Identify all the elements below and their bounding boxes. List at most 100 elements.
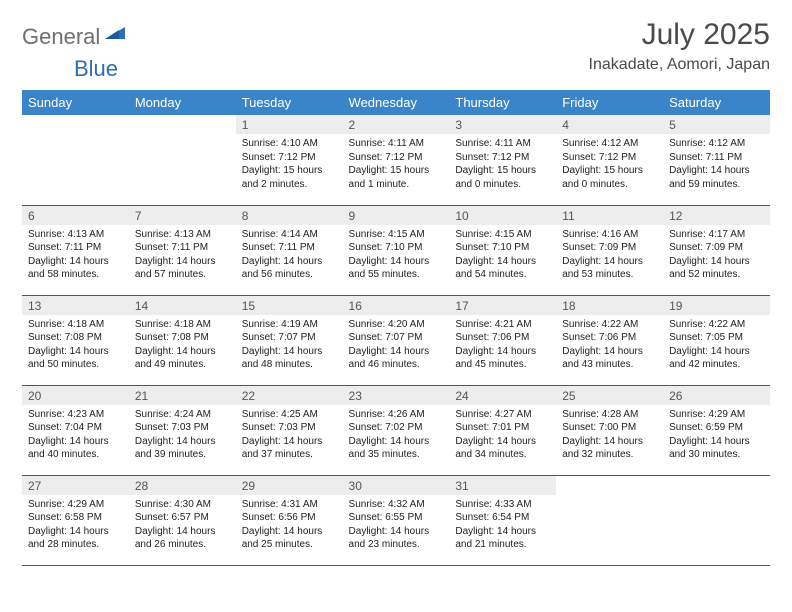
sunset-text: Sunset: 7:10 PM [349,241,444,255]
daylight-text: Daylight: 14 hours [242,255,337,269]
calendar-day-cell: 29Sunrise: 4:31 AMSunset: 6:56 PMDayligh… [236,475,343,565]
daylight-text: Daylight: 14 hours [562,345,657,359]
daylight-text: and 26 minutes. [135,538,230,552]
day-number: 6 [22,206,129,225]
calendar-day-cell: 2 Sunrise: 4:11 AMSunset: 7:12 PMDaylight… [343,115,450,205]
day-number: 8 [236,206,343,225]
sunset-text: Sunset: 7:02 PM [349,421,444,435]
daylight-text: and 54 minutes. [455,268,550,282]
sunset-text: Sunset: 7:08 PM [28,331,123,345]
day-number: 28 [129,476,236,495]
daylight-text: Daylight: 14 hours [562,255,657,269]
calendar-day-cell: 11Sunrise: 4:16 AMSunset: 7:09 PMDayligh… [556,205,663,295]
daylight-text: Daylight: 14 hours [135,525,230,539]
day-details: Sunrise: 4:27 AMSunset: 7:01 PMDaylight:… [449,405,556,466]
calendar-week-row: 20Sunrise: 4:23 AMSunset: 7:04 PMDayligh… [22,385,770,475]
sunrise-text: Sunrise: 4:29 AM [28,498,123,512]
calendar-day-cell: 31Sunrise: 4:33 AMSunset: 6:54 PMDayligh… [449,475,556,565]
daylight-text: and 21 minutes. [455,538,550,552]
daylight-text: and 35 minutes. [349,448,444,462]
calendar-day-cell: 9Sunrise: 4:15 AMSunset: 7:10 PMDaylight… [343,205,450,295]
daylight-text: and 46 minutes. [349,358,444,372]
day-details: Sunrise: 4:16 AMSunset: 7:09 PMDaylight:… [556,225,663,286]
calendar-empty-cell [663,475,770,565]
sunset-text: Sunset: 7:11 PM [135,241,230,255]
day-number: 3 [449,115,556,134]
daylight-text: and 1 minute. [349,178,444,192]
day-details: Sunrise: 4:18 AMSunset: 7:08 PMDaylight:… [22,315,129,376]
sunset-text: Sunset: 7:10 PM [455,241,550,255]
weekday-header-row: Sunday Monday Tuesday Wednesday Thursday… [22,90,770,115]
sunset-text: Sunset: 7:03 PM [242,421,337,435]
calendar-day-cell: 24Sunrise: 4:27 AMSunset: 7:01 PMDayligh… [449,385,556,475]
day-details: Sunrise: 4:18 AMSunset: 7:08 PMDaylight:… [129,315,236,376]
daylight-text: Daylight: 14 hours [669,164,764,178]
daylight-text: and 50 minutes. [28,358,123,372]
day-details: Sunrise: 4:26 AMSunset: 7:02 PMDaylight:… [343,405,450,466]
calendar-day-cell: 5Sunrise: 4:12 AMSunset: 7:11 PMDaylight… [663,115,770,205]
daylight-text: Daylight: 14 hours [669,255,764,269]
daylight-text: Daylight: 14 hours [349,345,444,359]
logo-triangle-icon [105,25,125,44]
sunset-text: Sunset: 7:11 PM [242,241,337,255]
day-details: Sunrise: 4:33 AMSunset: 6:54 PMDaylight:… [449,495,556,556]
sunrise-text: Sunrise: 4:26 AM [349,408,444,422]
day-number: 2 [343,115,450,134]
daylight-text: Daylight: 14 hours [242,525,337,539]
day-details: Sunrise: 4:12 AMSunset: 7:11 PMDaylight:… [663,134,770,195]
daylight-text: and 42 minutes. [669,358,764,372]
day-number: 22 [236,386,343,405]
weekday-header: Tuesday [236,90,343,115]
daylight-text: and 45 minutes. [455,358,550,372]
daylight-text: and 28 minutes. [28,538,123,552]
calendar-day-cell: 22 Sunrise: 4:25 AMSunset: 7:03 PMDayligh… [236,385,343,475]
sunrise-text: Sunrise: 4:17 AM [669,228,764,242]
day-details: Sunrise: 4:19 AMSunset: 7:07 PMDaylight:… [236,315,343,376]
sunset-text: Sunset: 7:09 PM [562,241,657,255]
calendar-day-cell: 20Sunrise: 4:23 AMSunset: 7:04 PMDayligh… [22,385,129,475]
daylight-text: Daylight: 15 hours [242,164,337,178]
daylight-text: and 57 minutes. [135,268,230,282]
calendar-day-cell: 3Sunrise: 4:11 AMSunset: 7:12 PMDaylight… [449,115,556,205]
daylight-text: Daylight: 14 hours [28,435,123,449]
weekday-header: Sunday [22,90,129,115]
sunrise-text: Sunrise: 4:11 AM [455,137,550,151]
daylight-text: and 43 minutes. [562,358,657,372]
day-details: Sunrise: 4:17 AMSunset: 7:09 PMDaylight:… [663,225,770,286]
sunset-text: Sunset: 6:58 PM [28,511,123,525]
sunrise-text: Sunrise: 4:13 AM [28,228,123,242]
daylight-text: Daylight: 14 hours [349,435,444,449]
sunset-text: Sunset: 7:04 PM [28,421,123,435]
daylight-text: and 52 minutes. [669,268,764,282]
daylight-text: and 58 minutes. [28,268,123,282]
calendar-day-cell: 27Sunrise: 4:29 AMSunset: 6:58 PMDayligh… [22,475,129,565]
daylight-text: and 56 minutes. [242,268,337,282]
daylight-text: and 2 minutes. [242,178,337,192]
day-details: Sunrise: 4:29 AMSunset: 6:58 PMDaylight:… [22,495,129,556]
sunset-text: Sunset: 7:12 PM [349,151,444,165]
daylight-text: Daylight: 14 hours [135,255,230,269]
daylight-text: and 0 minutes. [455,178,550,192]
daylight-text: Daylight: 14 hours [28,525,123,539]
day-details: Sunrise: 4:14 AMSunset: 7:11 PMDaylight:… [236,225,343,286]
daylight-text: Daylight: 15 hours [349,164,444,178]
calendar-day-cell: 17Sunrise: 4:21 AMSunset: 7:06 PMDayligh… [449,295,556,385]
sunrise-text: Sunrise: 4:11 AM [349,137,444,151]
calendar-empty-cell [22,115,129,205]
day-number: 25 [556,386,663,405]
day-number: 27 [22,476,129,495]
calendar-day-cell: 14Sunrise: 4:18 AMSunset: 7:08 PMDayligh… [129,295,236,385]
day-number: 26 [663,386,770,405]
sunrise-text: Sunrise: 4:15 AM [349,228,444,242]
sunrise-text: Sunrise: 4:25 AM [242,408,337,422]
calendar-week-row: 27Sunrise: 4:29 AMSunset: 6:58 PMDayligh… [22,475,770,565]
day-details: Sunrise: 4:24 AMSunset: 7:03 PMDaylight:… [129,405,236,466]
day-number: 31 [449,476,556,495]
sunset-text: Sunset: 7:11 PM [669,151,764,165]
sunset-text: Sunset: 7:09 PM [669,241,764,255]
daylight-text: Daylight: 14 hours [242,435,337,449]
calendar-page: General July 2025 Inakadate, Aomori, Jap… [0,0,792,576]
sunrise-text: Sunrise: 4:16 AM [562,228,657,242]
day-details: Sunrise: 4:13 AMSunset: 7:11 PMDaylight:… [22,225,129,286]
day-number: 24 [449,386,556,405]
